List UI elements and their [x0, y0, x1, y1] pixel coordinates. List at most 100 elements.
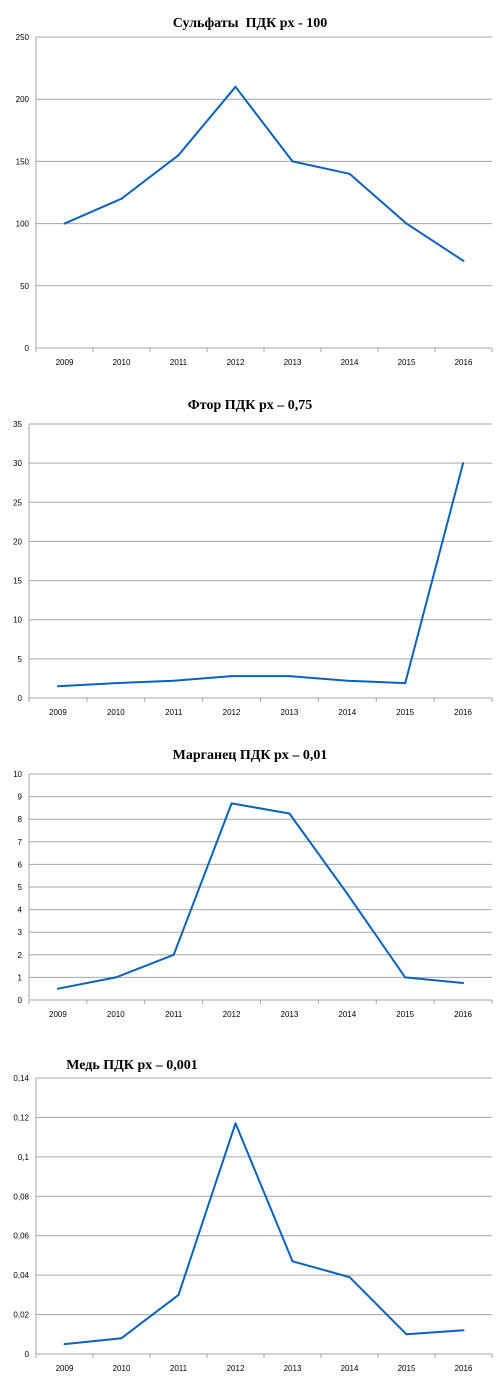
- data-point: [348, 172, 351, 175]
- y-tick-label: 100: [16, 220, 30, 229]
- x-tick-label: 2015: [398, 1364, 416, 1373]
- chart-fluorine: Фтор ПДК рх – 0,75 0 5 10 15 20 25 30 35 2009 201…: [13, 398, 493, 717]
- y-tick-label: 0: [18, 996, 23, 1005]
- data-point: [63, 1343, 66, 1346]
- x-tick-label: 2013: [284, 1364, 302, 1373]
- data-point: [172, 679, 175, 682]
- data-point: [172, 953, 175, 956]
- y-tick-label: 8: [18, 815, 23, 824]
- x-tick-label: 2014: [341, 1364, 359, 1373]
- y-tick-label: 9: [18, 793, 23, 802]
- chart-title: Марганец ПДК рх – 0,01: [172, 748, 328, 763]
- data-point: [291, 160, 294, 163]
- x-tick-label: 2014: [341, 358, 359, 367]
- y-tick-label: 200: [16, 95, 30, 104]
- y-tick-label: 1: [18, 973, 23, 982]
- data-point: [114, 976, 117, 979]
- y-tick-label: 150: [16, 157, 30, 166]
- data-point: [177, 154, 180, 157]
- chart-plot: 0 1 2 3 4 5 6 7 8 9 10 2009 2010 2011 2012 2013 2014 2015…: [13, 770, 493, 1019]
- y-tick-label: 0: [25, 344, 30, 353]
- y-tick-label: 0,12: [13, 1113, 29, 1122]
- x-tick-label: 2012: [223, 1010, 241, 1019]
- data-point: [405, 1333, 408, 1336]
- y-tick-label: 10: [13, 616, 22, 625]
- data-point: [462, 462, 465, 465]
- data-point: [348, 1276, 351, 1279]
- x-tick-label: 2010: [107, 1010, 125, 1019]
- y-tick-label: 0,06: [13, 1232, 29, 1241]
- y-tick-label: 25: [13, 498, 22, 507]
- x-tick-label: 2016: [455, 358, 473, 367]
- series-line: [57, 802, 464, 990]
- x-tick-label: 2011: [165, 1010, 183, 1019]
- y-tick-label: 0,14: [13, 1074, 29, 1083]
- y-tick-label: 50: [20, 282, 29, 291]
- x-tick-label: 2015: [398, 358, 416, 367]
- y-tick-label: 5: [18, 655, 23, 664]
- chart-plot: 0 50 100 150 200 250 2009 2010 2011 2012 2013 2014 2…: [16, 33, 493, 367]
- series-line: [64, 85, 465, 262]
- x-tick-label: 2014: [338, 1010, 356, 1019]
- data-point: [63, 222, 66, 225]
- data-point: [234, 1122, 237, 1125]
- y-tick-label: 250: [16, 33, 30, 42]
- y-tick-label: 7: [18, 838, 23, 847]
- x-tick-label: 2011: [170, 1364, 188, 1373]
- data-point: [120, 1337, 123, 1340]
- x-tick-label: 2009: [49, 708, 67, 717]
- data-point: [177, 1293, 180, 1296]
- y-tick-label: 5: [18, 883, 23, 892]
- data-point: [462, 982, 465, 985]
- chart-title: Сульфаты ПДК рх - 100: [172, 16, 328, 31]
- y-tick-label: 0,08: [13, 1192, 29, 1201]
- x-tick-label: 2013: [281, 708, 299, 717]
- y-tick-label: 0: [25, 1350, 30, 1359]
- x-tick-label: 2010: [113, 1364, 131, 1373]
- x-tick-label: 2009: [56, 1364, 74, 1373]
- data-point: [230, 802, 233, 805]
- y-tick-label: 0,04: [13, 1271, 29, 1280]
- data-point: [230, 675, 233, 678]
- x-tick-label: 2012: [227, 1364, 245, 1373]
- y-tick-label: 15: [13, 577, 22, 586]
- chart-title: Медь ПДК рх – 0,001: [66, 1058, 198, 1073]
- data-point: [462, 1329, 465, 1332]
- x-tick-label: 2012: [227, 358, 245, 367]
- x-tick-label: 2010: [107, 708, 125, 717]
- x-tick-label: 2013: [284, 358, 302, 367]
- data-point: [291, 1260, 294, 1263]
- series-line: [64, 1122, 464, 1346]
- y-tick-label: 20: [13, 537, 22, 546]
- x-tick-label: 2015: [396, 708, 414, 717]
- x-tick-label: 2016: [454, 1010, 472, 1019]
- x-tick-label: 2014: [338, 708, 356, 717]
- x-tick-label: 2009: [56, 358, 74, 367]
- data-point: [404, 682, 407, 685]
- chart-manganese: Марганец ПДК рх – 0,01 0 1 2 3 4 5 6 7 8 9 10 2009 2…: [13, 748, 493, 1019]
- x-tick-label: 2012: [223, 708, 241, 717]
- x-tick-label: 2009: [49, 1010, 67, 1019]
- data-point: [114, 682, 117, 685]
- x-tick-label: 2016: [454, 708, 472, 717]
- y-tick-label: 30: [13, 459, 22, 468]
- data-point: [56, 987, 59, 990]
- data-point: [56, 685, 59, 688]
- series-line: [57, 462, 465, 688]
- chart-plot: 0 5 10 15 20 25 30 35 2009 2010 2011 2012 2013 2014 20…: [13, 420, 493, 717]
- data-point: [288, 812, 291, 815]
- y-tick-label: 3: [18, 928, 23, 937]
- y-tick-label: 2: [18, 951, 23, 960]
- data-point: [288, 675, 291, 678]
- y-tick-label: 4: [18, 906, 23, 915]
- y-tick-label: 35: [13, 420, 22, 429]
- data-point: [404, 976, 407, 979]
- x-tick-label: 2010: [113, 358, 131, 367]
- y-tick-label: 10: [13, 770, 22, 779]
- data-point: [234, 85, 237, 88]
- y-tick-label: 0: [18, 694, 23, 703]
- x-tick-label: 2011: [165, 708, 183, 717]
- chart-title: Фтор ПДК рх – 0,75: [187, 398, 313, 413]
